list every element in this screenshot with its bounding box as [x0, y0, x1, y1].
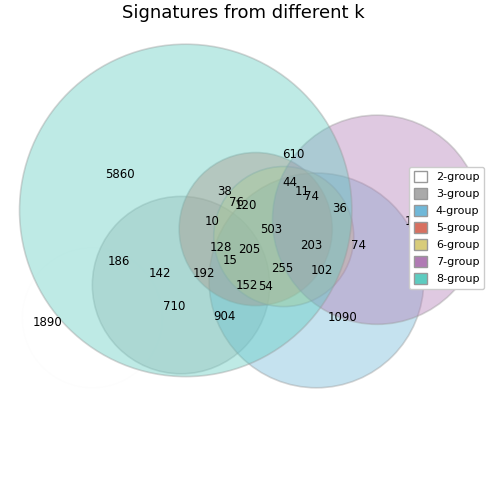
Text: 255: 255 — [271, 262, 293, 275]
Text: 74: 74 — [351, 239, 366, 253]
Text: 54: 54 — [259, 280, 274, 293]
Text: 120: 120 — [234, 199, 257, 212]
Title: Signatures from different k: Signatures from different k — [122, 4, 365, 22]
Text: 1890: 1890 — [404, 215, 434, 228]
Text: 5860: 5860 — [105, 168, 135, 181]
Legend: 2-group, 3-group, 4-group, 5-group, 6-group, 7-group, 8-group: 2-group, 3-group, 4-group, 5-group, 6-gr… — [409, 167, 484, 289]
Text: 15: 15 — [223, 255, 238, 267]
Text: 38: 38 — [218, 185, 232, 198]
Circle shape — [209, 173, 424, 388]
Circle shape — [273, 115, 482, 324]
Text: 610: 610 — [282, 148, 304, 161]
Text: 203: 203 — [300, 239, 323, 253]
Text: 10: 10 — [205, 215, 219, 228]
Text: 152: 152 — [236, 279, 259, 292]
Text: 128: 128 — [210, 241, 232, 254]
Text: 76: 76 — [229, 197, 243, 210]
Text: 710: 710 — [163, 300, 185, 313]
Text: 1890: 1890 — [33, 316, 62, 329]
Text: 186: 186 — [107, 255, 130, 268]
Text: 36: 36 — [332, 202, 347, 215]
Text: 74: 74 — [304, 190, 319, 203]
Text: 904: 904 — [214, 310, 236, 324]
Text: 102: 102 — [311, 264, 333, 277]
Text: 192: 192 — [193, 268, 216, 280]
Text: 11: 11 — [295, 185, 310, 198]
Circle shape — [20, 44, 352, 376]
Circle shape — [92, 197, 270, 374]
Circle shape — [214, 166, 354, 306]
Circle shape — [179, 153, 332, 305]
Text: 1090: 1090 — [328, 311, 357, 324]
Text: 44: 44 — [283, 176, 298, 189]
Text: 503: 503 — [261, 223, 283, 235]
Text: 205: 205 — [238, 243, 261, 256]
Text: 142: 142 — [148, 268, 171, 280]
